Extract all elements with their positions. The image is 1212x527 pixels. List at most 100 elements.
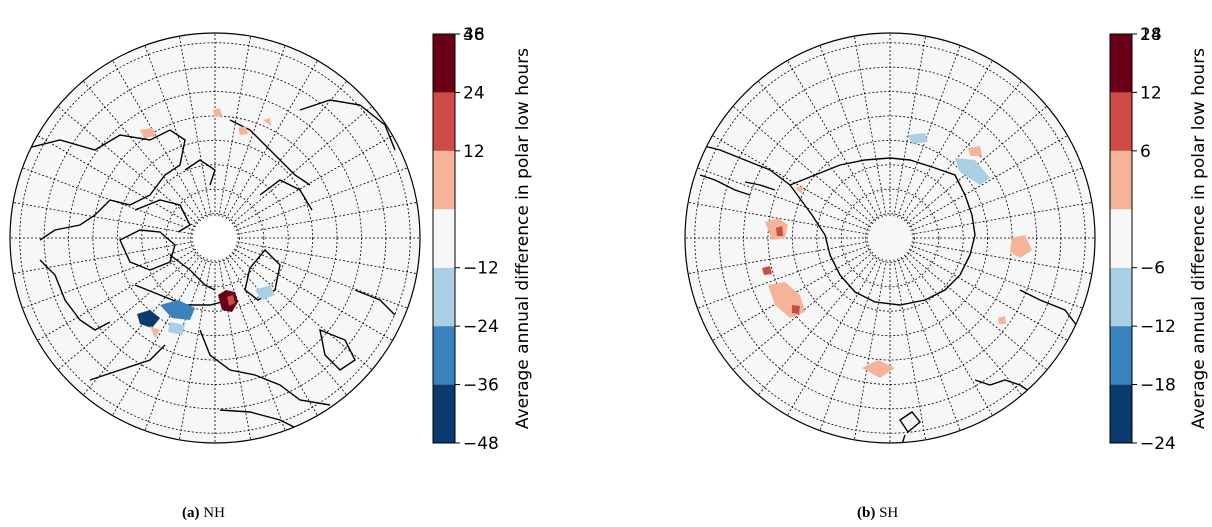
- sh-meridian: [910, 245, 1083, 309]
- sh-meridian: [819, 45, 883, 218]
- nh-colorbar-label: Average annual difference in polar low h…: [513, 48, 533, 429]
- nh-meridian: [222, 45, 286, 218]
- nh-anomaly-davis-strait: [160, 300, 195, 320]
- sh-colorbar-tick-label: 6: [1140, 142, 1151, 162]
- sh-meridian: [697, 167, 870, 231]
- nh-meridian: [231, 105, 373, 225]
- nh-caption-text: NH: [203, 505, 225, 521]
- nh-meridian: [144, 45, 208, 218]
- nh-colorbar-band: [433, 209, 455, 268]
- nh-meridian: [13, 202, 194, 235]
- nh-meridian: [236, 202, 417, 235]
- sh-colorbar-label: Average annual difference in polar low h…: [1189, 48, 1209, 429]
- sh-colorbar-band: [1110, 384, 1132, 443]
- sh-anomaly-scotia-sea: [762, 266, 772, 275]
- sh-colorbar-tick-label: −12: [1140, 317, 1176, 337]
- sh-meridian: [911, 202, 1092, 235]
- sh-anomaly-patches: [762, 133, 1032, 378]
- nh-meridian: [22, 245, 195, 309]
- nh-meridian: [218, 259, 251, 440]
- nh-colorbar-band: [433, 150, 455, 210]
- nh-meridian: [112, 60, 205, 220]
- sh-anomaly-south-pacific-2: [998, 316, 1006, 324]
- sh-colorbar-band: [1110, 267, 1132, 327]
- nh-anomaly-baffin: [168, 322, 185, 335]
- nh-anomaly-labrador-sea: [137, 310, 160, 328]
- nh-meridian: [228, 80, 348, 222]
- nh-colorbar-tick-label: 24: [463, 83, 485, 103]
- sh-meridian: [906, 251, 1048, 371]
- nh-meridian: [82, 80, 202, 222]
- nh-meridian: [144, 258, 208, 431]
- nh-meridian: [22, 167, 195, 231]
- nh-meridian: [228, 254, 348, 396]
- nh-anomaly-newfoundland: [150, 326, 160, 338]
- sh-colorbar-band: [1110, 34, 1132, 93]
- sh-latitude-circle: [840, 188, 940, 288]
- sh-meridian: [893, 36, 926, 217]
- sh-meridian: [688, 202, 869, 235]
- nh-coastlines: [19, 99, 396, 431]
- nh-anomaly-patches: [137, 108, 275, 338]
- sh-meridian: [908, 248, 1068, 341]
- sh-map-background: [685, 33, 1095, 443]
- sh-latitude-circle: [791, 139, 989, 337]
- nh-map-border: [9, 32, 421, 444]
- sh-meridian: [787, 60, 880, 220]
- sh-anomaly-south-atlantic-core: [792, 305, 800, 314]
- sh-meridian: [688, 241, 869, 274]
- sh-caption-text: SH: [879, 505, 899, 521]
- nh-meridian: [37, 135, 197, 228]
- sh-meridian: [787, 256, 880, 416]
- nh-meridian: [231, 251, 373, 371]
- nh-meridian: [222, 258, 286, 431]
- sh-meridian: [908, 135, 1068, 228]
- sh-meridian: [903, 80, 1023, 222]
- nh-colorbar-frame: [432, 33, 456, 444]
- nh-meridian: [112, 256, 205, 416]
- nh-map-panel: [9, 32, 421, 444]
- sh-colorbar-tick-label: 12: [1140, 83, 1162, 103]
- sh-meridian: [697, 245, 870, 309]
- sh-colorbar-tick-label: −24: [1140, 434, 1176, 454]
- nh-caption-letter: (a): [182, 505, 200, 521]
- nh-meridian: [236, 241, 417, 274]
- sh-colorbar-band: [1110, 92, 1132, 151]
- sh-caption-letter: (b): [857, 505, 876, 521]
- nh-latitude-circle: [141, 164, 289, 312]
- nh-meridian: [13, 241, 194, 274]
- sh-map-panel: [684, 32, 1096, 444]
- sh-anomaly-drake-passage: [795, 186, 803, 194]
- sh-meridian: [757, 80, 877, 222]
- nh-colorbar-band: [433, 384, 455, 443]
- nh-anomaly-norwegian-sea: [255, 285, 275, 300]
- nh-colorbar-tick-label: 48: [463, 25, 485, 45]
- sh-meridian: [712, 135, 872, 228]
- nh-colorbar-tick-label: −48: [463, 434, 499, 454]
- nh-colorbar-band: [433, 92, 455, 151]
- sh-meridian: [819, 258, 883, 431]
- nh-colorbar-tick-label: −12: [463, 259, 499, 279]
- sh-meridian: [732, 105, 874, 225]
- nh-latitude-circle: [190, 213, 240, 263]
- sh-anomaly-south-pacific-1: [968, 146, 982, 156]
- sh-anomaly-weddell-sea: [955, 158, 990, 185]
- nh-colorbar-tick-label: −24: [463, 317, 499, 337]
- sh-caption: (b) SH: [857, 505, 898, 522]
- nh-meridian: [82, 254, 202, 396]
- nh-colorbar-band: [433, 326, 455, 385]
- sh-colorbar-band: [1110, 326, 1132, 385]
- nh-meridian: [57, 105, 199, 225]
- nh-meridian: [235, 167, 408, 231]
- nh-anomaly-gulf-of-alaska: [140, 128, 156, 138]
- sh-anomaly-tasman-sea: [862, 360, 895, 378]
- nh-meridian: [235, 245, 408, 309]
- sh-meridian: [732, 251, 874, 371]
- nh-colorbar-band: [433, 34, 455, 93]
- sh-anomaly-indian-ocean: [1010, 235, 1032, 258]
- sh-meridian: [911, 241, 1092, 274]
- nh-anomaly-core: [227, 295, 235, 306]
